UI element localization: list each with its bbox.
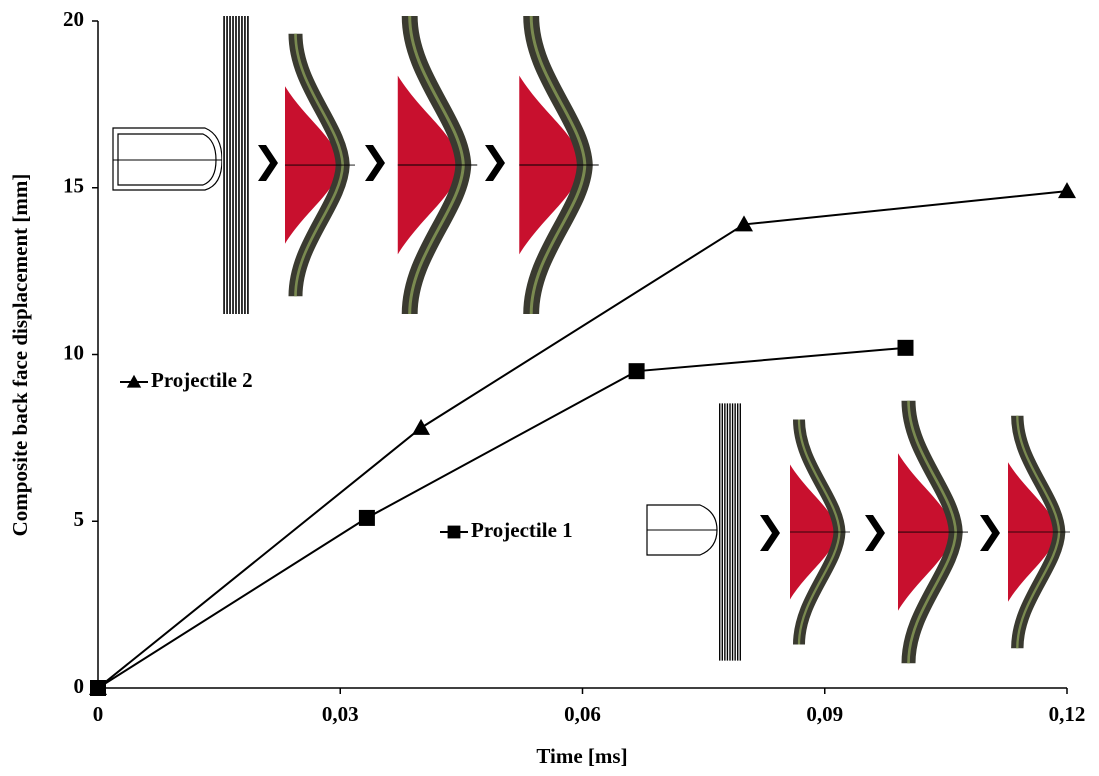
y-axis-label: Composite back face displacement [mm] <box>8 174 32 537</box>
deformed-plate <box>285 34 355 297</box>
arrow <box>760 515 780 551</box>
projectile-outline <box>113 128 222 190</box>
data-point <box>90 680 106 696</box>
x-tick-label: 0,12 <box>1049 702 1086 726</box>
arrow <box>365 145 385 181</box>
arrow <box>980 515 1000 551</box>
legend-label: Projectile 1 <box>471 518 573 542</box>
data-point <box>1058 182 1076 198</box>
data-point <box>898 340 914 356</box>
legend-label: Projectile 2 <box>151 368 253 392</box>
y-tick-label: 0 <box>74 674 85 698</box>
simulation-bottom <box>647 401 1070 664</box>
arrow <box>258 145 278 181</box>
legend-marker <box>448 526 461 539</box>
deformed-plate <box>519 16 598 314</box>
deformed-plate <box>398 16 477 314</box>
data-point <box>359 510 375 526</box>
x-tick-label: 0 <box>93 702 104 726</box>
deformed-plate <box>790 420 850 645</box>
deformed-plate <box>1008 416 1070 649</box>
deformed-plate <box>898 401 968 664</box>
y-tick-label: 20 <box>63 7 84 31</box>
arrow <box>865 515 885 551</box>
target-plate <box>718 403 742 660</box>
y-tick-label: 5 <box>74 507 85 531</box>
x-tick-label: 0,03 <box>322 702 359 726</box>
data-point <box>629 363 645 379</box>
simulation-top <box>113 16 599 314</box>
page: {"chart_data": {"type": "line", "xlabel"… <box>0 0 1099 776</box>
target-plate <box>222 16 250 314</box>
y-tick-label: 15 <box>63 174 84 198</box>
x-tick-label: 0,09 <box>806 702 843 726</box>
data-point <box>412 419 430 435</box>
chart: Time [ms] Composite back face displaceme… <box>0 0 1099 776</box>
x-axis-label: Time [ms] <box>536 744 627 768</box>
y-tick-label: 10 <box>63 340 84 364</box>
arrow <box>485 145 505 181</box>
x-tick-label: 0,06 <box>564 702 601 726</box>
